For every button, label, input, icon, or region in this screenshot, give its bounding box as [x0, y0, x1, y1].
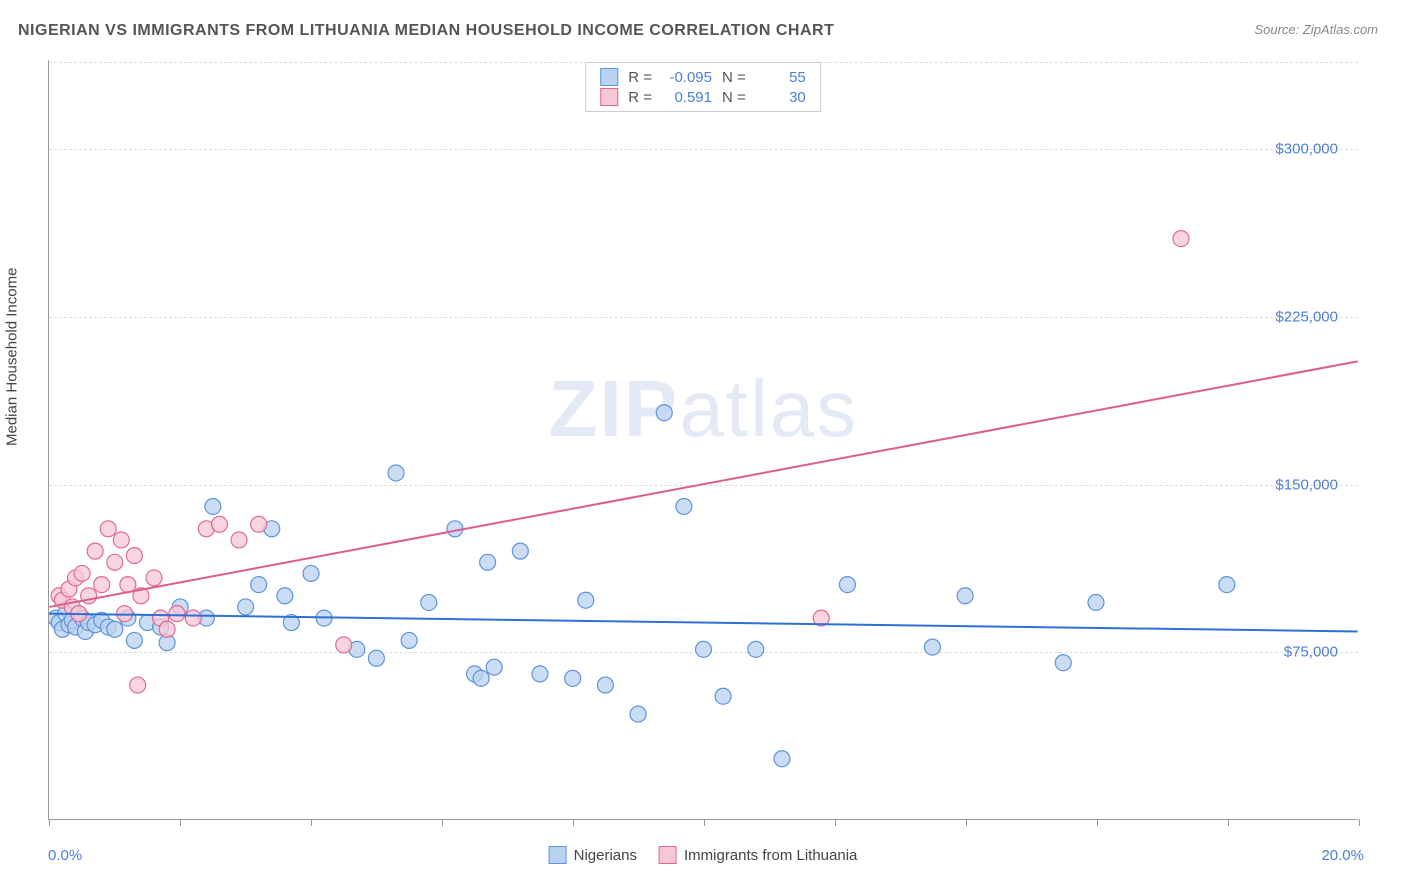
- correlation-chart: NIGERIAN VS IMMIGRANTS FROM LITHUANIA ME…: [0, 0, 1406, 892]
- x-tick: [311, 819, 312, 826]
- trend-line: [49, 614, 1357, 632]
- data-point: [486, 659, 502, 675]
- data-point: [94, 577, 110, 593]
- data-point: [597, 677, 613, 693]
- data-point: [388, 465, 404, 481]
- x-tick: [1097, 819, 1098, 826]
- data-point: [676, 498, 692, 514]
- data-point: [1173, 231, 1189, 247]
- x-axis-max-label: 20.0%: [1321, 847, 1364, 864]
- data-point: [957, 588, 973, 604]
- data-point: [159, 621, 175, 637]
- data-point: [126, 548, 142, 564]
- data-point: [715, 688, 731, 704]
- data-point: [251, 516, 267, 532]
- x-tick: [704, 819, 705, 826]
- data-point: [113, 532, 129, 548]
- data-point: [87, 543, 103, 559]
- data-point: [169, 606, 185, 622]
- data-point: [401, 632, 417, 648]
- plot-svg: [49, 60, 1358, 819]
- x-tick: [835, 819, 836, 826]
- legend-r-label: R =: [628, 69, 652, 86]
- data-point: [774, 751, 790, 767]
- data-point: [839, 577, 855, 593]
- data-point: [231, 532, 247, 548]
- legend-n-label: N =: [722, 69, 746, 86]
- x-tick: [573, 819, 574, 826]
- legend-n-label: N =: [722, 89, 746, 106]
- data-point: [748, 641, 764, 657]
- data-point: [238, 599, 254, 615]
- legend-n-value: 30: [756, 89, 806, 106]
- x-axis-min-label: 0.0%: [48, 847, 82, 864]
- data-point: [656, 405, 672, 421]
- legend-swatch: [600, 68, 618, 86]
- data-point: [130, 677, 146, 693]
- legend-r-label: R =: [628, 89, 652, 106]
- trend-line: [49, 361, 1357, 607]
- data-point: [1219, 577, 1235, 593]
- legend-swatch: [659, 846, 677, 864]
- data-point: [251, 577, 267, 593]
- chart-title: NIGERIAN VS IMMIGRANTS FROM LITHUANIA ME…: [18, 22, 834, 40]
- data-point: [107, 554, 123, 570]
- data-point: [146, 570, 162, 586]
- data-point: [565, 670, 581, 686]
- data-point: [205, 498, 221, 514]
- legend-stats: R = -0.095 N = 55 R = 0.591 N = 30: [585, 62, 821, 112]
- legend-swatch: [600, 88, 618, 106]
- data-point: [277, 588, 293, 604]
- data-point: [512, 543, 528, 559]
- y-axis-title: Median Household Income: [4, 268, 21, 446]
- x-tick: [1228, 819, 1229, 826]
- data-point: [532, 666, 548, 682]
- legend-series-item: Nigerians: [549, 846, 637, 864]
- x-tick: [966, 819, 967, 826]
- data-point: [303, 565, 319, 581]
- legend-series: Nigerians Immigrants from Lithuania: [549, 846, 858, 864]
- data-point: [1055, 655, 1071, 671]
- legend-r-value: -0.095: [662, 69, 712, 86]
- x-tick: [442, 819, 443, 826]
- x-tick: [180, 819, 181, 826]
- legend-n-value: 55: [756, 69, 806, 86]
- data-point: [368, 650, 384, 666]
- legend-stats-row: R = -0.095 N = 55: [600, 67, 806, 87]
- legend-series-label: Nigerians: [574, 847, 637, 864]
- legend-r-value: 0.591: [662, 89, 712, 106]
- legend-stats-row: R = 0.591 N = 30: [600, 87, 806, 107]
- data-point: [1088, 594, 1104, 610]
- legend-series-item: Immigrants from Lithuania: [659, 846, 857, 864]
- data-point: [74, 565, 90, 581]
- data-point: [126, 632, 142, 648]
- data-point: [100, 521, 116, 537]
- data-point: [924, 639, 940, 655]
- plot-area: ZIPatlas $75,000$150,000$225,000$300,000: [48, 60, 1358, 820]
- data-point: [630, 706, 646, 722]
- legend-swatch: [549, 846, 567, 864]
- data-point: [473, 670, 489, 686]
- legend-series-label: Immigrants from Lithuania: [684, 847, 857, 864]
- data-point: [107, 621, 123, 637]
- x-tick: [49, 819, 50, 826]
- source-attribution: Source: ZipAtlas.com: [1254, 22, 1378, 37]
- data-point: [696, 641, 712, 657]
- data-point: [336, 637, 352, 653]
- x-tick: [1359, 819, 1360, 826]
- data-point: [480, 554, 496, 570]
- data-point: [421, 594, 437, 610]
- data-point: [211, 516, 227, 532]
- data-point: [578, 592, 594, 608]
- data-point: [185, 610, 201, 626]
